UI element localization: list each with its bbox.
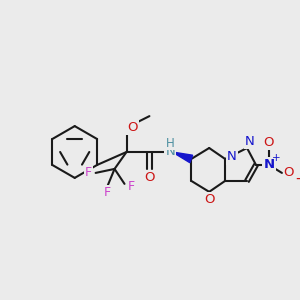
Text: N: N <box>245 134 255 148</box>
Text: O: O <box>144 171 155 184</box>
Text: N: N <box>227 151 237 164</box>
Text: F: F <box>104 186 111 199</box>
Text: N: N <box>166 146 175 158</box>
Text: -: - <box>295 170 300 185</box>
Text: F: F <box>128 180 135 194</box>
Text: O: O <box>204 193 214 206</box>
Text: O: O <box>284 167 294 179</box>
Polygon shape <box>172 152 193 163</box>
Text: N: N <box>263 158 274 171</box>
Text: H: H <box>166 136 175 149</box>
Text: O: O <box>127 121 138 134</box>
Text: +: + <box>272 153 280 163</box>
Text: O: O <box>264 136 274 148</box>
Text: F: F <box>85 167 92 179</box>
